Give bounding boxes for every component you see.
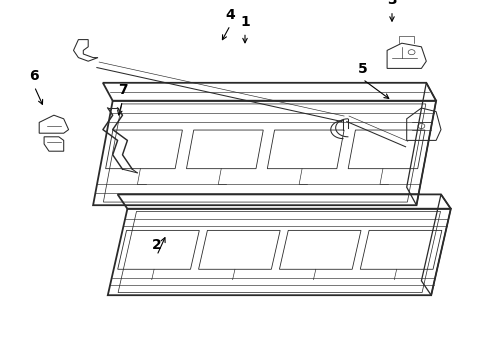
Text: 6: 6 [29,69,39,83]
Text: 1: 1 [240,15,250,29]
Text: 2: 2 [152,238,162,252]
Text: 7: 7 [118,83,127,97]
Text: 5: 5 [358,62,368,76]
Text: 3: 3 [387,0,397,7]
Text: 4: 4 [225,8,235,22]
